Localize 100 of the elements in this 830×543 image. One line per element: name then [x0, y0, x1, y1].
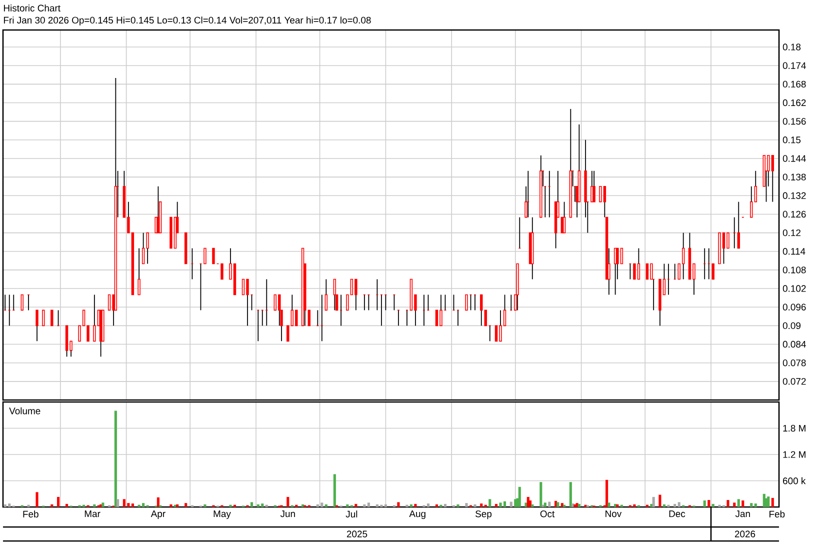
- x-tick-label: Nov: [606, 510, 622, 518]
- candlestick: [295, 310, 298, 326]
- y-tick-label: 0.114: [782, 248, 806, 255]
- y-tick-label: 0.174: [782, 62, 806, 69]
- bar: [286, 496, 290, 507]
- bar: [662, 504, 666, 507]
- candlestick: [435, 310, 438, 326]
- bar: [410, 504, 412, 507]
- candlestick: [562, 201, 566, 234]
- y-tick-label: 600 k: [783, 477, 806, 484]
- bar: [4, 504, 6, 507]
- bar: [116, 499, 120, 507]
- bar: [678, 502, 680, 507]
- bar: [733, 502, 736, 507]
- chart-title: Volume: [9, 407, 40, 414]
- candlestick: [242, 278, 245, 296]
- bar: [488, 499, 492, 507]
- candlestick: [42, 310, 45, 326]
- candlestick: [620, 248, 624, 264]
- candlestick: [146, 232, 149, 264]
- bar: [8, 503, 11, 507]
- bar: [131, 503, 134, 507]
- candlestick: [637, 248, 640, 280]
- candlestick: [212, 248, 215, 264]
- bar: [114, 410, 117, 507]
- bar: [771, 498, 774, 507]
- y-tick-label: 0.162: [782, 99, 806, 106]
- x-tick-label: Apr: [150, 510, 166, 519]
- x-tick-label: Oct: [540, 510, 555, 518]
- candlestick: [750, 186, 753, 218]
- candlestick: [480, 294, 483, 326]
- bar: [510, 502, 512, 507]
- bar: [261, 503, 264, 507]
- x-tick-label: May: [214, 510, 231, 519]
- bar: [754, 503, 757, 507]
- y-tick-label: 1.8 M: [783, 424, 806, 432]
- bar: [50, 504, 54, 507]
- y-tick-label: 0.078: [782, 359, 806, 366]
- candlestick: [354, 278, 358, 311]
- x-tick-label: Feb: [770, 510, 785, 518]
- candlestick: [333, 278, 336, 311]
- bar: [320, 502, 324, 507]
- y-tick-label: 0.168: [782, 80, 806, 88]
- bar: [414, 504, 417, 507]
- bar: [57, 496, 60, 507]
- text: 2025: [346, 530, 368, 538]
- bar: [465, 503, 468, 507]
- y-tick-label: 1.2 M: [783, 451, 806, 458]
- candlestick: [592, 170, 596, 202]
- bar: [548, 502, 551, 507]
- bar: [444, 504, 446, 507]
- bar: [608, 502, 610, 507]
- bar: [66, 504, 68, 507]
- bar: [354, 504, 358, 507]
- x-tick-label: Aug: [409, 510, 426, 519]
- candlestick: [499, 310, 502, 342]
- y-tick-label: 0.132: [782, 192, 806, 199]
- candlestick: [204, 248, 206, 264]
- candlestick: [36, 310, 38, 342]
- bar: [652, 496, 655, 507]
- candlestick: [50, 310, 54, 326]
- bar: [176, 504, 179, 507]
- candlestick: [142, 232, 145, 264]
- candlestick: [599, 186, 602, 202]
- bar: [503, 501, 506, 507]
- bar: [531, 504, 534, 507]
- candlestick: [712, 263, 714, 280]
- y-tick-label: 0.144: [782, 155, 806, 162]
- candlestick: [154, 216, 158, 234]
- bar: [737, 499, 740, 507]
- candlestick: [737, 201, 740, 249]
- candlestick: [278, 294, 281, 326]
- bar: [518, 486, 521, 507]
- y-tick-label: 0.108: [782, 266, 806, 274]
- text: 2026: [734, 530, 756, 538]
- bar: [524, 502, 528, 507]
- bar: [494, 504, 498, 507]
- candlestick: [771, 154, 774, 202]
- bar: [569, 482, 572, 507]
- bar: [658, 494, 662, 507]
- x-tick-label: Jun: [280, 510, 295, 518]
- y-tick-label: 0.102: [782, 285, 806, 292]
- bar: [170, 504, 172, 507]
- y-tick-label: 0.15: [782, 136, 801, 144]
- bar: [397, 502, 400, 507]
- chart-subtitle: Fri Jan 30 2026 Op=0.145 Hi=0.145 Lo=0.13 Cl=0.14 Vol=207,011 Year hi=0.17 lo=0.08: [4, 16, 371, 26]
- x-tick-label: Mar: [84, 510, 100, 518]
- bar: [156, 497, 160, 507]
- bar: [726, 500, 730, 507]
- bar: [480, 503, 483, 507]
- x-tick-label: Sep: [476, 510, 492, 520]
- candlestick: [682, 232, 685, 280]
- y-tick-label: 0.18: [782, 44, 801, 50]
- candlestick: [220, 263, 224, 280]
- bar: [435, 504, 438, 507]
- bar: [376, 504, 378, 507]
- candlestick: [754, 170, 757, 202]
- x-tick-label: Feb: [23, 510, 38, 518]
- bar: [474, 504, 476, 507]
- bar: [708, 500, 710, 507]
